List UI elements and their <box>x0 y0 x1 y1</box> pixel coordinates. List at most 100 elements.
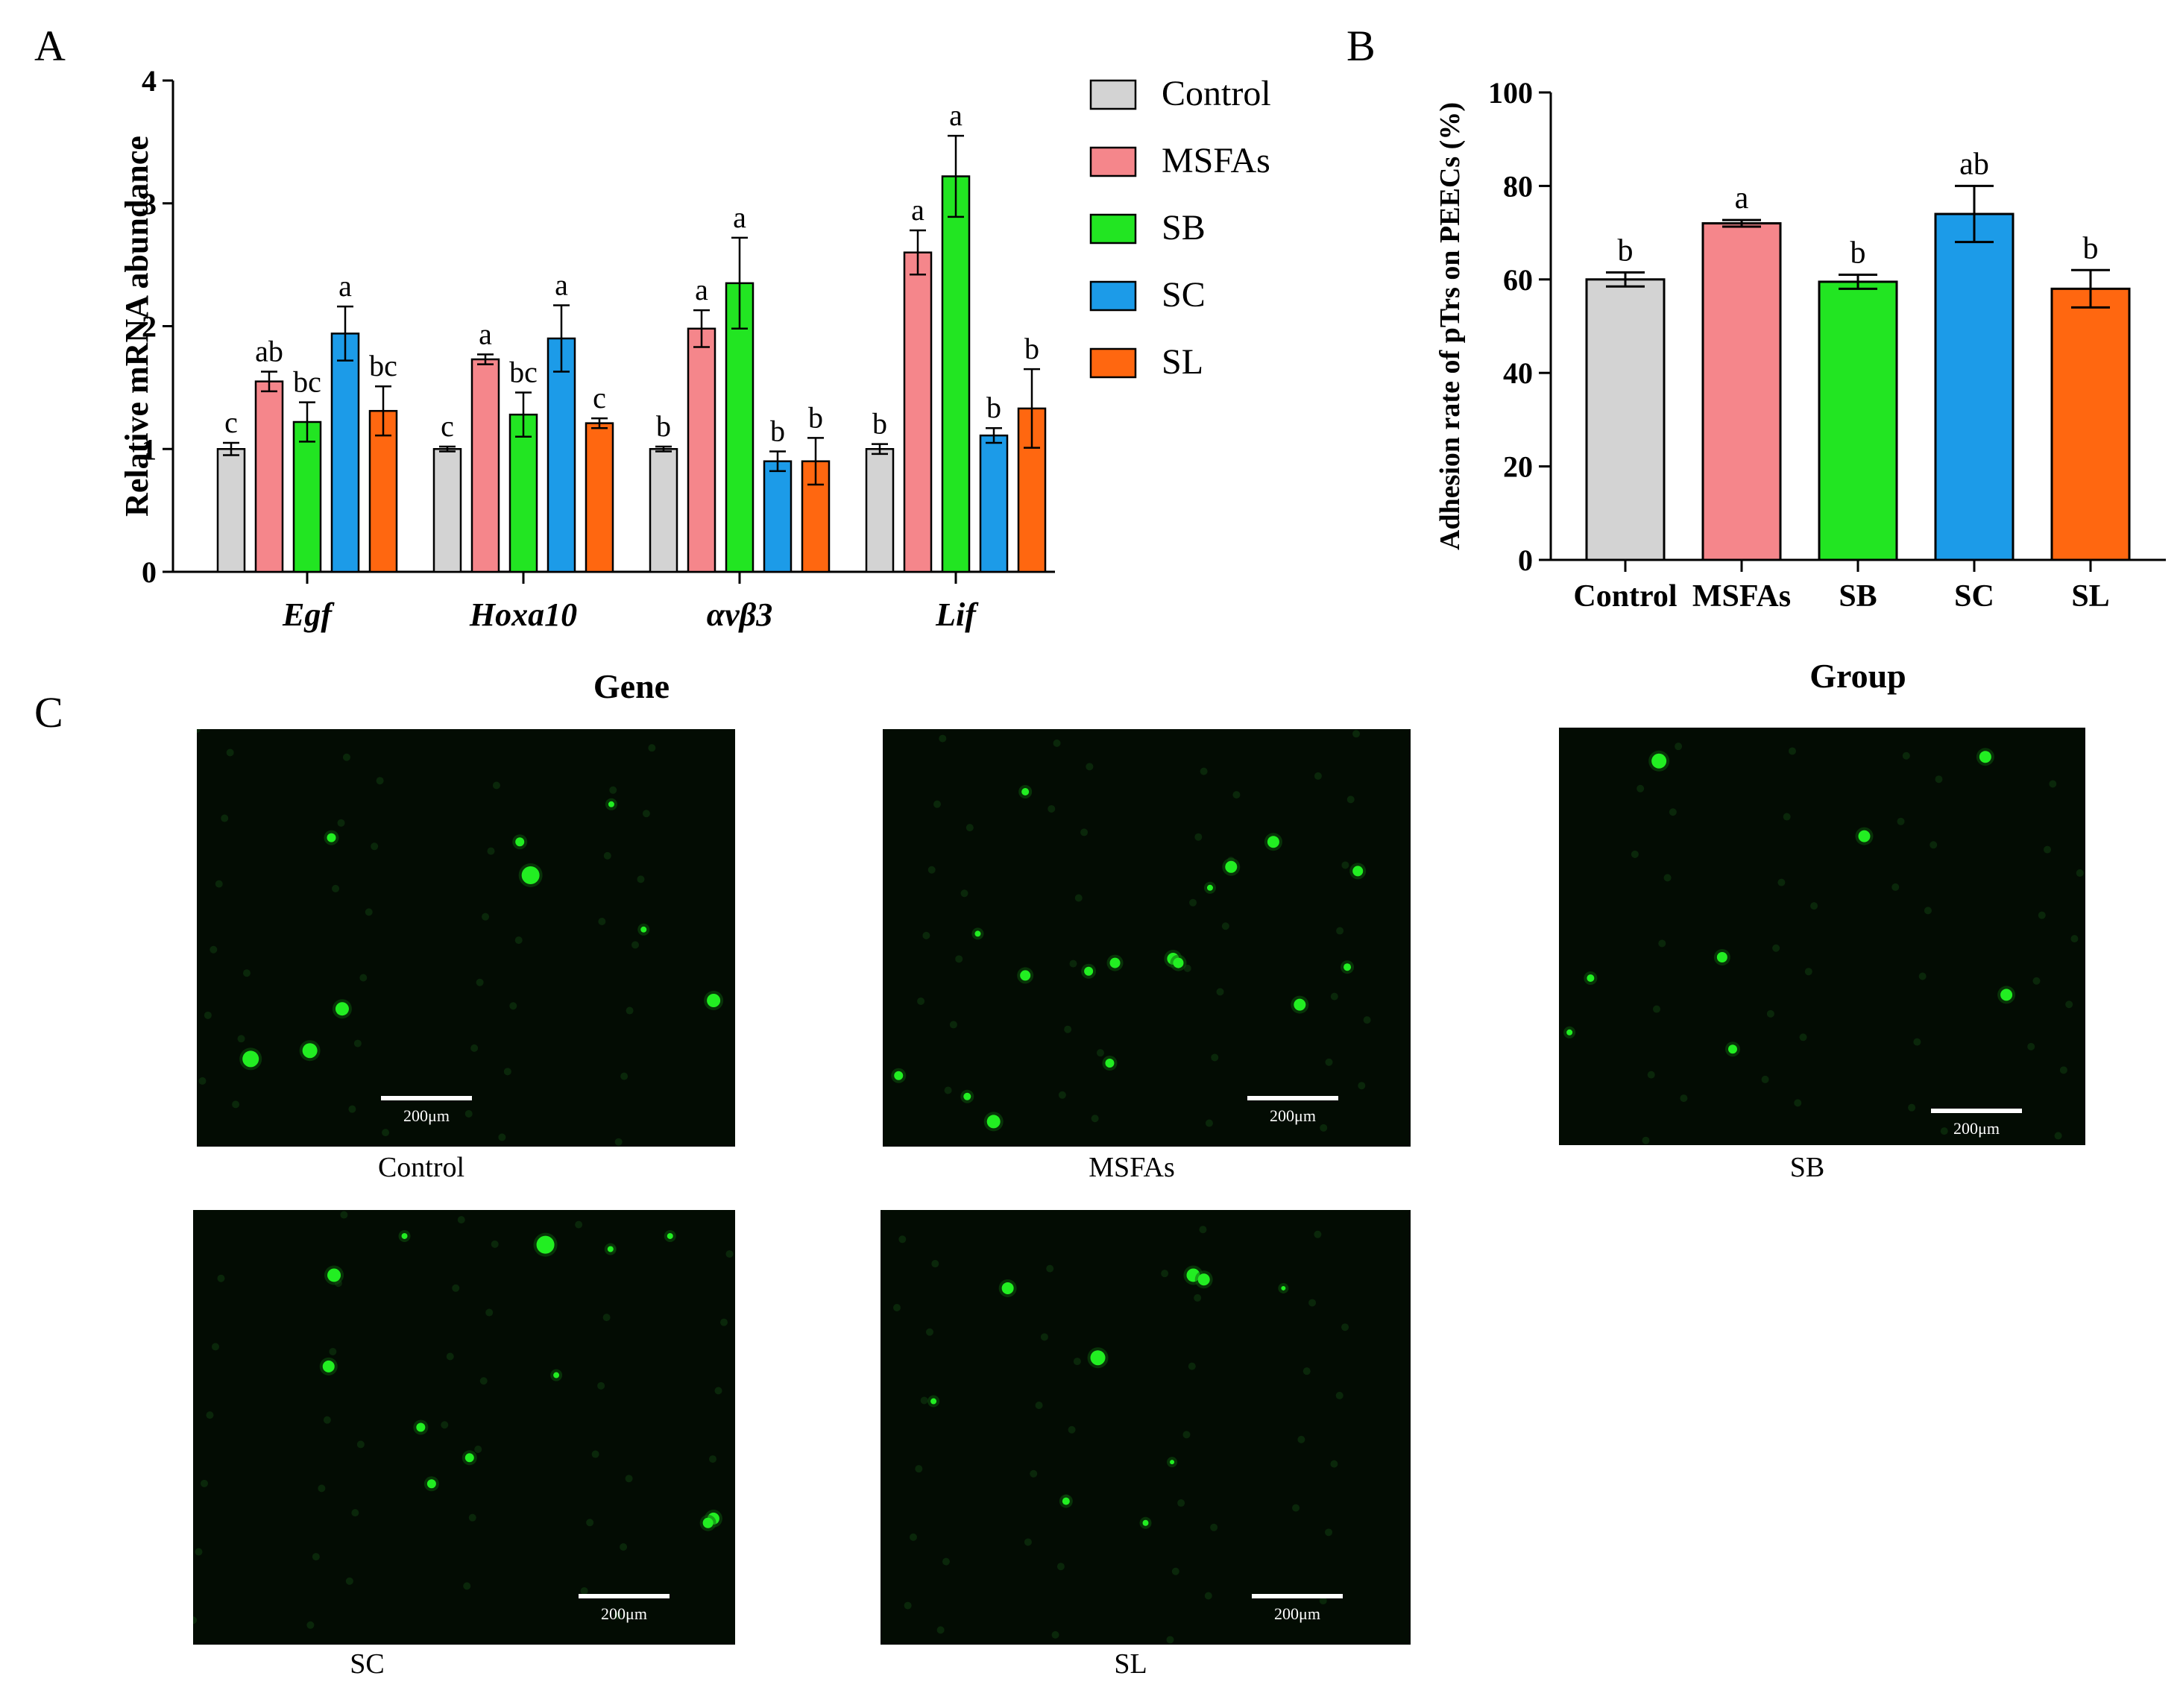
background-speck <box>452 1284 460 1292</box>
x-tick-label-1: Hoxa10 <box>469 596 577 633</box>
micrograph-cells <box>891 730 1371 1132</box>
legend-swatch-Control <box>1089 79 1137 110</box>
background-speck <box>922 931 930 939</box>
adhered-cell <box>242 1050 259 1068</box>
y-tick-label: 40 <box>1503 356 1533 390</box>
adhered-cell <box>521 866 540 884</box>
significance-letter: a <box>733 201 746 234</box>
micrograph-caption: SL <box>1114 1648 1147 1680</box>
micrograph-caption: SC <box>350 1648 385 1680</box>
micrograph-sb <box>1559 728 2085 1145</box>
background-speck <box>371 842 379 851</box>
y-axis-label: Relative mRNA abundance <box>119 136 155 517</box>
background-speck <box>1024 1538 1032 1546</box>
background-speck <box>1642 1136 1650 1144</box>
background-speck <box>898 1235 907 1244</box>
background-speck <box>332 884 340 892</box>
background-speck <box>1319 1597 1327 1605</box>
significance-letter: bc <box>509 355 538 388</box>
micrograph-sc <box>193 1210 735 1645</box>
legend-label-Control: Control <box>1162 74 1271 113</box>
adhered-cell <box>401 1232 408 1239</box>
scale-bar <box>1931 1109 2022 1113</box>
micrograph-cells <box>1563 743 2084 1144</box>
adhered-cell <box>640 926 647 933</box>
background-speck <box>915 1465 923 1473</box>
background-speck <box>365 908 373 916</box>
legend-label-SB: SB <box>1162 208 1206 248</box>
background-speck <box>2065 1000 2073 1009</box>
adhered-cell <box>1001 1282 1014 1294</box>
adhered-cell <box>667 1232 673 1239</box>
background-speck <box>323 1416 331 1424</box>
background-speck <box>927 866 936 874</box>
x-tick-label-0: Egf <box>282 596 335 633</box>
background-speck <box>1913 1038 1921 1046</box>
background-speck <box>725 1250 734 1258</box>
adhered-cell <box>608 801 614 807</box>
background-speck <box>714 1387 722 1395</box>
bar-SC-2 <box>763 460 793 573</box>
y-axis-label: Adhesion rate of pTrs on PEECs (%) <box>1434 102 1466 550</box>
adhered-cell <box>515 837 525 847</box>
background-speck <box>614 1611 622 1619</box>
background-speck <box>210 945 218 954</box>
micrograph-msfas <box>883 729 1411 1147</box>
adhered-cell <box>1294 998 1306 1011</box>
y-tick-label: 20 <box>1503 450 1533 484</box>
y-tick-label: 0 <box>142 555 157 589</box>
y-tick-label: 4 <box>142 64 157 98</box>
scale-bar <box>381 1096 472 1100</box>
significance-letter: a <box>949 98 963 132</box>
background-speck <box>1637 784 1645 792</box>
background-speck <box>474 1445 482 1453</box>
x-tick-label-3: SC <box>1954 579 1994 614</box>
background-speck <box>1669 808 1677 816</box>
background-speck <box>1200 767 1208 775</box>
background-speck <box>1924 907 1932 915</box>
background-speck <box>1675 743 1683 751</box>
significance-letter: c <box>441 409 454 443</box>
background-speck <box>193 1616 197 1625</box>
significance-letter: a <box>555 268 568 301</box>
background-speck <box>237 1035 245 1043</box>
adhered-cell <box>1267 836 1279 848</box>
scale-bar-label: 200μm <box>1953 1119 2000 1138</box>
background-speck <box>482 913 490 921</box>
panel-label-a: A <box>34 22 66 70</box>
background-speck <box>1918 972 1927 980</box>
scale-bar-label: 200μm <box>1274 1604 1320 1623</box>
background-speck <box>345 1577 353 1585</box>
legend-swatch-SC <box>1089 280 1137 312</box>
background-speck <box>195 1548 203 1556</box>
significance-letter: b <box>2083 231 2099 265</box>
bar-Control <box>1585 278 1666 561</box>
micrograph-caption: MSFAs <box>1089 1152 1175 1183</box>
adhered-cell <box>1352 866 1364 877</box>
background-speck <box>1891 883 1900 891</box>
adhered-cell <box>1197 1273 1210 1286</box>
background-speck <box>382 1129 390 1137</box>
x-tick-label-2: SB <box>1839 579 1877 614</box>
background-speck <box>340 1211 348 1219</box>
background-speck <box>463 1582 471 1590</box>
background-speck <box>242 969 251 977</box>
background-speck <box>1182 1431 1191 1439</box>
background-speck <box>1777 878 1786 886</box>
y-tick-label: 80 <box>1503 169 1533 203</box>
background-speck <box>1232 791 1241 799</box>
background-speck <box>904 1601 912 1610</box>
background-speck <box>487 847 495 855</box>
background-speck <box>479 1377 488 1385</box>
background-speck <box>514 936 523 945</box>
adhered-cell <box>1343 963 1352 971</box>
background-speck <box>457 1216 465 1224</box>
background-speck <box>1935 775 1943 784</box>
adhered-cell <box>1651 753 1667 769</box>
adhered-cell <box>1020 970 1031 981</box>
significance-letter: a <box>695 273 708 306</box>
background-speck <box>491 1240 499 1248</box>
background-speck <box>1194 1293 1202 1302</box>
background-speck <box>1902 751 1910 760</box>
adhered-cell <box>426 1479 436 1489</box>
